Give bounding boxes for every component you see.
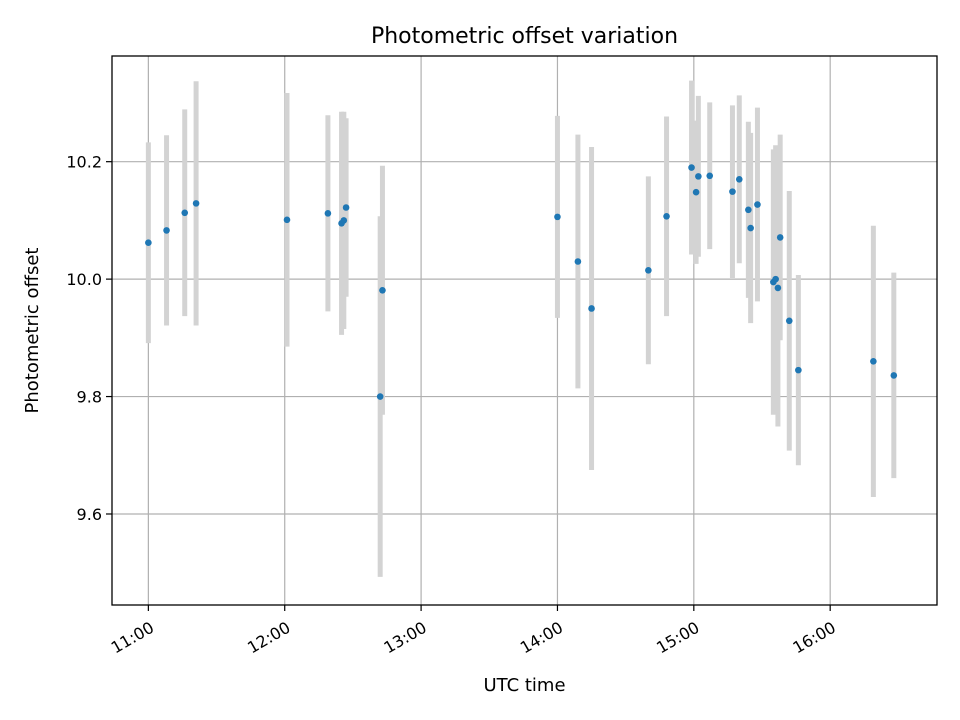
- data-point: [745, 206, 752, 214]
- data-point: [870, 358, 877, 365]
- y-tick-label: 9.8: [77, 388, 102, 407]
- data-point: [342, 204, 350, 211]
- data-point: [776, 234, 784, 241]
- data-point: [324, 210, 332, 217]
- data-point: [754, 201, 761, 208]
- data-point: [192, 200, 200, 207]
- y-tick-label: 10.2: [66, 153, 102, 172]
- data-point: [729, 188, 736, 195]
- data-points: [145, 164, 898, 400]
- data-point: [379, 286, 386, 294]
- data-point: [645, 267, 652, 274]
- data-point: [283, 216, 291, 224]
- data-point: [785, 317, 793, 325]
- x-tick-label: 11:00: [108, 618, 157, 658]
- data-point: [795, 366, 802, 374]
- data-point: [692, 188, 700, 196]
- data-point: [574, 258, 582, 265]
- y-axis-ticks: 9.6 9.8 10.0 10.2: [66, 153, 112, 524]
- chart-title: Photometric offset variation: [371, 24, 678, 49]
- x-tick-label: 14:00: [517, 618, 566, 658]
- data-point: [340, 217, 348, 224]
- grid-lines: [112, 56, 937, 605]
- x-axis-label: UTC time: [483, 675, 565, 696]
- x-tick-label: 12:00: [244, 618, 293, 658]
- data-point: [181, 209, 189, 217]
- data-point: [774, 284, 782, 292]
- x-axis-ticks: 11:00 12:00 13:00 14:00 15:00 16:00: [108, 605, 839, 657]
- x-tick-label: 15:00: [653, 618, 702, 658]
- data-point: [163, 227, 170, 234]
- plot-area-frame: [111, 55, 938, 606]
- data-point: [706, 172, 714, 180]
- data-point: [663, 212, 670, 220]
- y-tick-label: 9.6: [77, 505, 102, 524]
- data-point: [735, 176, 743, 183]
- error-bars: [145, 80, 897, 577]
- y-axis-label: Photometric offset: [22, 248, 43, 414]
- x-tick-label: 13:00: [380, 618, 429, 658]
- data-point: [688, 164, 695, 171]
- y-tick-label: 10.0: [66, 270, 102, 289]
- data-point: [890, 372, 898, 379]
- data-point: [588, 305, 595, 312]
- data-point: [695, 173, 702, 180]
- data-point: [376, 393, 384, 400]
- data-point: [145, 239, 152, 247]
- x-tick-label: 16:00: [790, 618, 839, 658]
- data-point: [772, 275, 779, 283]
- data-point: [554, 213, 561, 221]
- data-point: [747, 224, 754, 232]
